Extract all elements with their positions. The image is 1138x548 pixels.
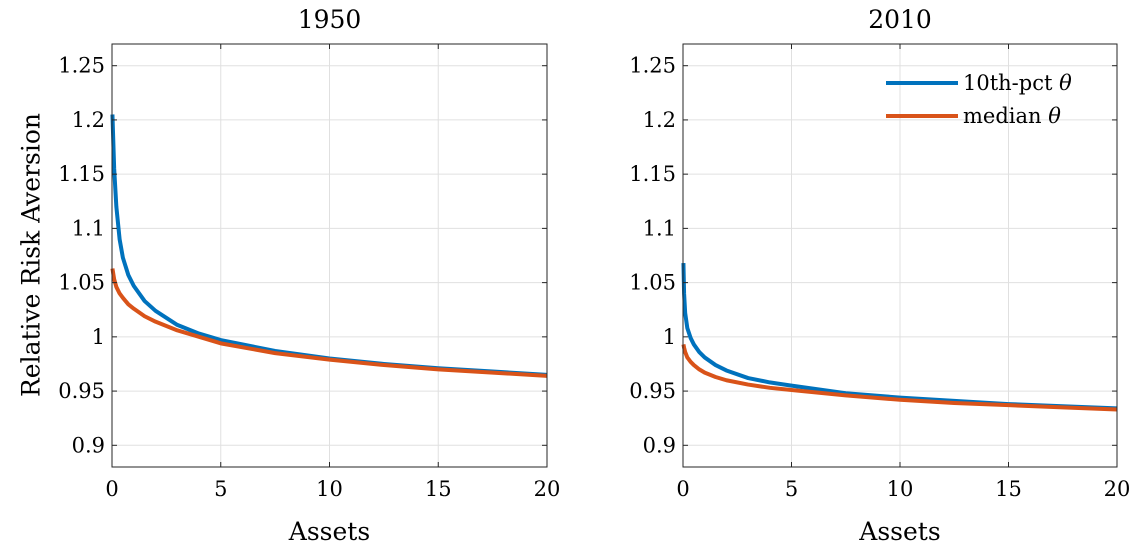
y-tick-label: 1.25 — [629, 54, 676, 78]
y-tick-label: 1.2 — [643, 108, 676, 132]
series-line-median — [110, 268, 548, 378]
x-tick-label: 0 — [676, 477, 689, 501]
y-tick-label: 1.1 — [72, 216, 105, 240]
y-tick-label: 0.95 — [58, 379, 105, 403]
y-tick-label: 0.95 — [629, 379, 676, 403]
x-tick-label: 0 — [105, 477, 118, 501]
y-tick-label: 1 — [663, 325, 676, 349]
x-axis-label: Assets — [288, 517, 370, 546]
x-tick-label: 5 — [785, 477, 798, 501]
y-tick-label: 0.9 — [72, 433, 105, 457]
x-axis-label: Assets — [858, 517, 940, 546]
legend-label: 10th-pct θ — [963, 71, 1072, 95]
x-tick-label: 20 — [1104, 477, 1131, 501]
y-tick-label: 1.2 — [72, 108, 105, 132]
y-tick-label: 1 — [92, 325, 105, 349]
x-tick-label: 20 — [534, 477, 561, 501]
y-tick-label: 1.25 — [58, 54, 105, 78]
y-tick-label: 1.15 — [629, 162, 676, 186]
series-line-10th-pct — [681, 263, 1118, 411]
chart-title: 2010 — [868, 5, 932, 34]
y-tick-label: 1.1 — [643, 216, 676, 240]
panel-1950: 0 5 10 15 20 0.9 0.95 1 1.05 1.1 1.15 1.2 1.25 1950 As… — [58, 5, 560, 546]
shared-y-axis-label: Relative Risk Aversion — [17, 113, 46, 397]
chart-title: 1950 — [298, 5, 362, 34]
x-tick-label: 5 — [214, 477, 227, 501]
x-tick-label: 10 — [887, 477, 914, 501]
x-tick-label: 10 — [316, 477, 343, 501]
x-tick-label: 15 — [995, 477, 1022, 501]
y-tick-label: 1.05 — [58, 271, 105, 295]
y-tick-label: 1.15 — [58, 162, 105, 186]
legend-label: median θ — [963, 104, 1061, 128]
x-tick-label: 15 — [425, 477, 452, 501]
y-tick-label: 0.9 — [643, 433, 676, 457]
series-line-median — [681, 344, 1118, 412]
y-tick-label: 1.05 — [629, 271, 676, 295]
legend: 10th-pct θ median θ — [886, 71, 1072, 128]
panel-2010: 0 5 10 15 20 0.9 0.95 1 1.05 1.1 1.15 1.2 1.25 2010 As… — [629, 5, 1130, 546]
